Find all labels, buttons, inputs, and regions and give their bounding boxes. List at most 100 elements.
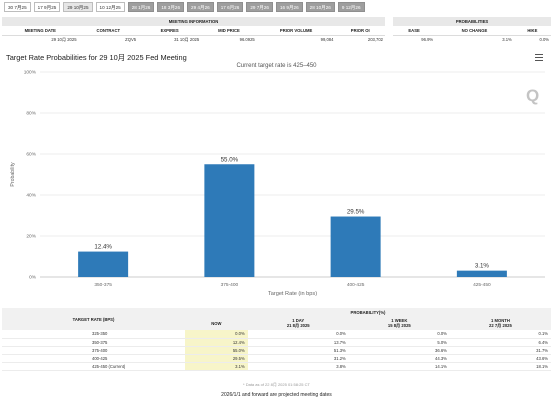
period-date: 21 8月 2025 <box>286 322 310 328</box>
period-date: 22 7月 2025 <box>489 322 512 328</box>
table-row: 350-375 12.4% 13.7% 5.0% 6.4% <box>2 338 551 347</box>
now-probability-cell: 3.1% <box>185 362 248 371</box>
probabilities-column-header: EASE <box>393 26 436 36</box>
probability-cell: 51.3% <box>247 346 349 355</box>
y-tick-label: 20% <box>26 234 36 240</box>
meeting-information-table: MEETING INFORMATION MEETING DATE CONTRACT… <box>2 17 385 44</box>
now-probability-cell: 0.0% <box>185 330 248 339</box>
table-row: 375-400 55.0% 51.3% 36.6% 31.7% <box>2 346 551 355</box>
meeting-tab[interactable]: 29 4月26 <box>187 2 214 12</box>
target-rate-cell: 425-450 (Current) <box>2 362 185 371</box>
probability-table-panel: TARGET RATE (BPS) PROBABILITY(%) NOW 1 DAY 2… <box>2 308 551 371</box>
meeting-info-value: ZQV5 <box>125 37 137 43</box>
probabilities-value: 96.9% <box>421 37 434 43</box>
chart-title: Target Rate Probabilities for 29 10月 202… <box>6 53 187 62</box>
target-rate-cell: 375-400 <box>2 346 185 355</box>
probability-cell: 3.8% <box>247 362 349 371</box>
probabilities-column-header: HIKE <box>513 26 551 36</box>
chart-subtitle: Current target rate is 425–450 <box>236 63 317 69</box>
probability-cell: 0.0% <box>348 330 450 339</box>
table-row: 425-450 (Current) 3.1% 3.8% 14.1% 18.1% <box>2 362 551 371</box>
bar-375-400[interactable] <box>204 164 255 277</box>
meeting-date-tabs: 30 7月25 17 9月25 29 10月25 10 12月25 28 1月26 18 … <box>4 2 549 12</box>
y-tick-label: 40% <box>26 193 36 199</box>
watermark-logo-icon: Q <box>526 86 540 105</box>
probabilities-value: 0.0% <box>539 37 549 43</box>
x-tick-label: 425-450 <box>473 282 491 288</box>
probability-cell: 44.3% <box>348 354 450 363</box>
probability-header: PROBABILITY(%) <box>185 308 551 316</box>
meeting-tab[interactable]: 17 6月26 <box>216 2 244 12</box>
probability-cell: 6.4% <box>449 338 551 347</box>
meeting-tab[interactable]: 28 10月26 <box>305 2 335 12</box>
probabilities-value: 3.1% <box>502 37 512 43</box>
meeting-info-value: 31 10月 2025 <box>174 36 200 42</box>
period-label: NOW <box>211 320 222 326</box>
meeting-info-column-header: PRIOR OI <box>335 26 385 36</box>
period-column-header: 1 DAY 21 8月 2025 <box>247 316 349 330</box>
chart-menu-icon[interactable] <box>535 54 543 61</box>
target-rate-header: TARGET RATE (BPS) <box>2 308 185 330</box>
now-probability-cell: 12.4% <box>185 338 248 347</box>
x-tick-label: 350-375 <box>94 282 112 288</box>
meeting-tab[interactable]: 29 10月25 <box>63 2 93 12</box>
probabilities-column-header: NO CHANGE <box>435 26 514 36</box>
meeting-info-column-header: MEETING DATE <box>2 26 79 36</box>
y-tick-label: 0% <box>29 275 37 281</box>
period-label: 1 DAY <box>292 317 305 323</box>
y-tick-label: 80% <box>26 111 36 117</box>
target-rate-bar-chart: 0% 20% 40% 60% 80% 100% 12.4% 350-375 55.0% 375-4… <box>10 70 545 297</box>
period-column-header: 1 WEEK 15 8月 2025 <box>348 316 450 330</box>
meeting-tab[interactable]: 29 7月26 <box>246 2 273 12</box>
period-column-header: 1 MONTH 22 7月 2025 <box>449 316 551 330</box>
meeting-tab[interactable]: 18 3月26 <box>157 2 185 12</box>
table-row: 400-425 29.5% 31.2% 44.3% 43.6% <box>2 354 551 363</box>
meeting-info-value: 203,702 <box>367 37 383 43</box>
meeting-tab[interactable]: 17 9月25 <box>33 2 61 12</box>
table-row: 325-350 0.0% 0.0% 0.0% 0.1% <box>2 330 551 339</box>
x-tick-label: 400-425 <box>347 282 365 288</box>
probabilities-title: PROBABILITIES <box>393 17 551 26</box>
probability-cell: 5.0% <box>348 338 450 347</box>
meeting-info-column-header: EXPIRES <box>138 26 202 36</box>
meeting-info-value: 96.0925 <box>239 37 255 43</box>
probability-cell: 18.1% <box>449 362 551 371</box>
period-date: 15 8月 2025 <box>387 322 411 328</box>
meeting-tab[interactable]: 16 9月26 <box>276 2 303 12</box>
y-axis-title: Probability <box>10 162 16 187</box>
projected-dates-footnote: 2026/1/1 and forward are projected meeti… <box>221 392 332 398</box>
now-probability-cell: 55.0% <box>185 346 248 355</box>
bar-425-450[interactable] <box>456 270 507 277</box>
meeting-tab[interactable]: 30 7月25 <box>4 2 31 12</box>
probability-cell: 31.7% <box>449 346 551 355</box>
meeting-info-column-header: CONTRACT <box>78 26 139 36</box>
period-label: 1 MONTH <box>491 317 510 323</box>
meeting-tab[interactable]: 9 12月26 <box>337 2 365 12</box>
meeting-info-column-header: PRIOR VOLUME <box>256 26 336 36</box>
bar-value-label: 3.1% <box>475 263 490 270</box>
meeting-tab[interactable]: 10 12月25 <box>95 2 125 12</box>
meeting-tab[interactable]: 28 1月26 <box>127 2 155 12</box>
y-tick-label: 60% <box>26 152 36 158</box>
target-rate-cell: 325-350 <box>2 330 185 339</box>
bar-value-label: 12.4% <box>94 244 112 251</box>
probability-cell: 13.7% <box>247 338 349 347</box>
period-column-header: NOW <box>185 316 248 330</box>
probability-table: TARGET RATE (BPS) PROBABILITY(%) NOW 1 DAY 2… <box>2 308 551 371</box>
bar-350-375[interactable] <box>78 251 129 277</box>
bar-400-425[interactable] <box>330 216 381 277</box>
meeting-info-value: 29 10月 2025 <box>51 36 77 42</box>
probability-cell: 31.2% <box>247 354 349 363</box>
meeting-info-value: 99,084 <box>320 37 334 43</box>
meeting-info-column-header: MID PRICE <box>201 26 257 36</box>
target-rate-cell: 400-425 <box>2 354 185 363</box>
probability-cell: 0.1% <box>449 330 551 339</box>
now-probability-cell: 29.5% <box>185 354 248 363</box>
y-tick-label: 100% <box>24 70 37 76</box>
probabilities-summary-table: PROBABILITIES EASE NO CHANGE HIKE 96.9% 3.1… <box>393 17 551 44</box>
meeting-info-panel: MEETING INFORMATION MEETING DATE CONTRACT… <box>2 17 551 47</box>
probability-cell: 43.6% <box>449 354 551 363</box>
data-updated-note: * Data as of 22 8月 2025 01:58:25 CT <box>243 382 310 387</box>
x-tick-label: 375-400 <box>221 282 239 288</box>
target-rate-cell: 350-375 <box>2 338 185 347</box>
